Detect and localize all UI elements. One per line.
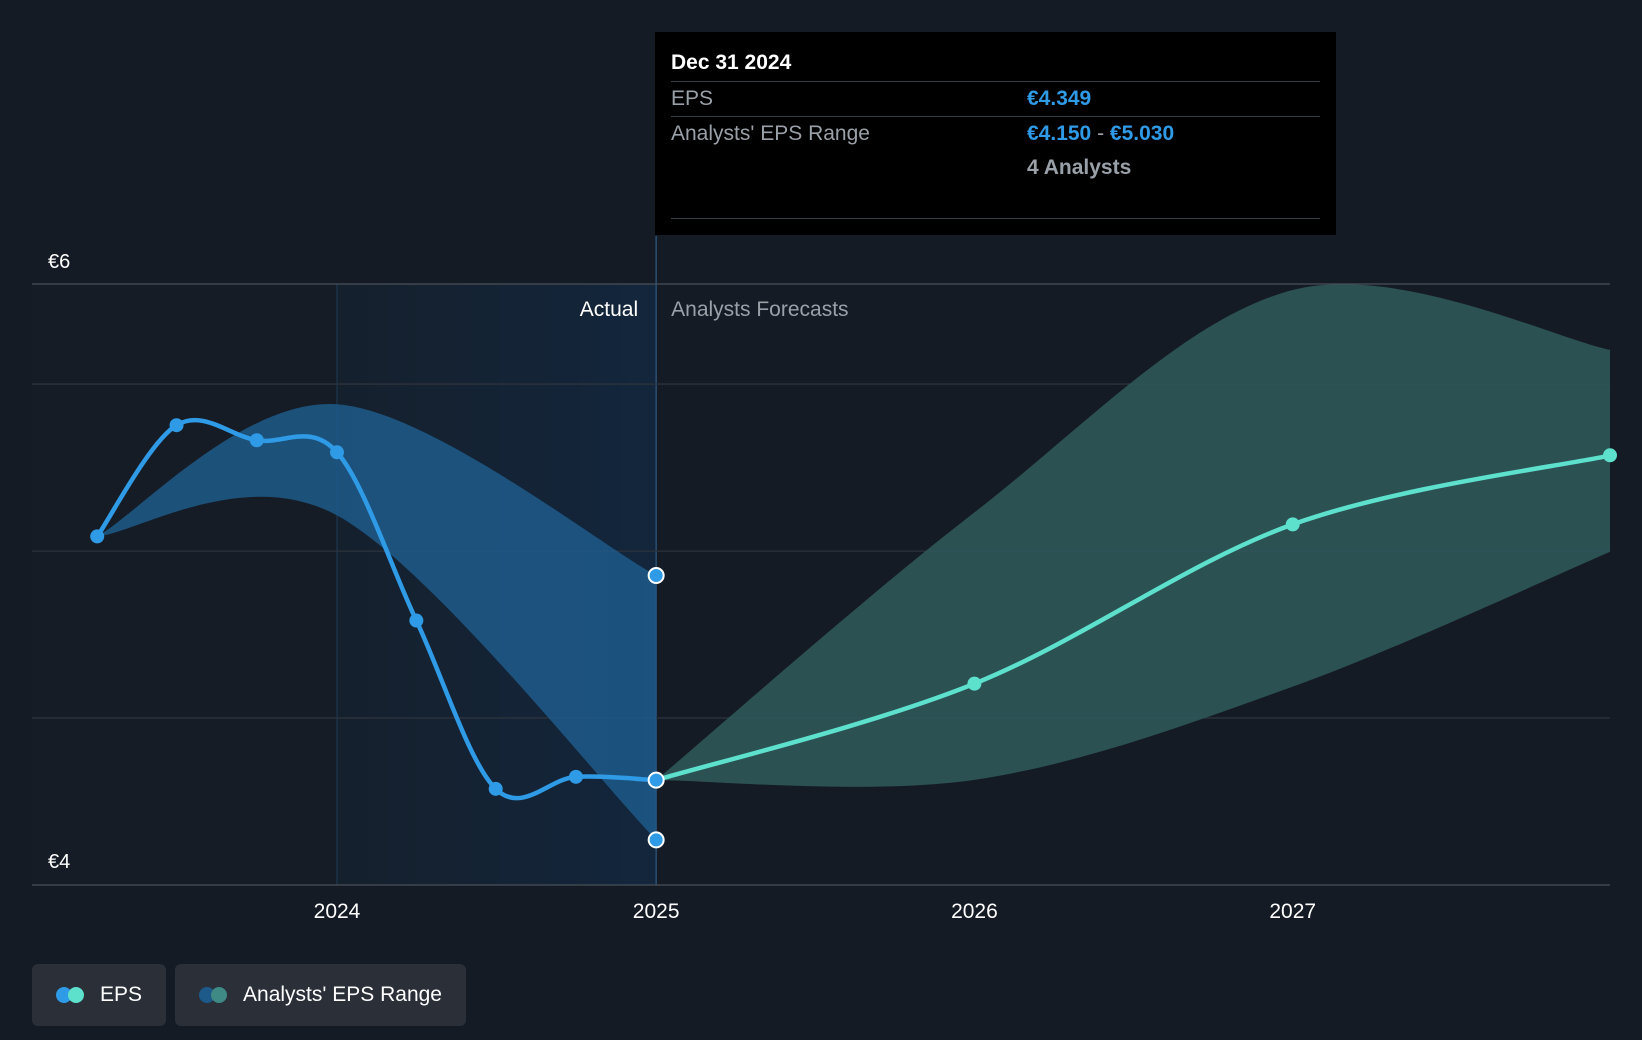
range-high-point xyxy=(647,566,665,584)
legend-eps-label: EPS xyxy=(100,983,143,1006)
range-legend-icon xyxy=(199,987,229,1003)
tooltip-eps-label: EPS xyxy=(671,87,714,110)
pre-period-region xyxy=(32,284,337,885)
eps-point xyxy=(568,769,583,784)
eps-point xyxy=(169,418,184,433)
x-tick-label: 2026 xyxy=(951,900,998,923)
eps-forecast-point xyxy=(1285,517,1300,532)
tooltip-analysts-row: 4 Analysts xyxy=(671,151,1320,185)
x-tick-label: 2024 xyxy=(314,900,361,923)
eps-point xyxy=(249,433,264,448)
legend-range-label: Analysts' EPS Range xyxy=(243,983,442,1006)
tooltip-eps-row: EPS €4.349 xyxy=(671,82,1320,117)
range-low-point xyxy=(647,831,665,849)
eps-forecast-point xyxy=(967,676,982,691)
eps-range-band-forecast xyxy=(656,284,1610,787)
tooltip-range-values: €4.150 - €5.030 xyxy=(1027,117,1174,151)
tooltip-range-label: Analysts' EPS Range xyxy=(671,122,870,145)
x-tick-label: 2027 xyxy=(1269,900,1316,923)
tooltip-range-low: €4.150 xyxy=(1027,122,1092,145)
eps-point xyxy=(409,613,424,628)
tooltip-range-row: Analysts' EPS Range €4.150 - €5.030 xyxy=(671,117,1320,151)
tooltip-date: Dec 31 2024 xyxy=(671,48,1320,82)
x-tick-label: 2025 xyxy=(633,900,680,923)
eps-line xyxy=(95,417,657,801)
legend: EPS Analysts' EPS Range xyxy=(32,964,475,1026)
tooltip-range-separator: - xyxy=(1097,122,1105,145)
actual-region-label: Actual xyxy=(580,298,638,321)
tooltip-range-high: €5.030 xyxy=(1109,122,1175,145)
tooltip-analysts-spacer xyxy=(671,151,1027,185)
tooltip-analysts: 4 Analysts xyxy=(1027,156,1132,179)
eps-range-band-past xyxy=(97,403,657,840)
legend-item-eps[interactable]: EPS xyxy=(32,964,167,1026)
forecast-region-label: Analysts Forecasts xyxy=(671,298,848,321)
y-tick-label: €6 xyxy=(48,251,70,273)
tooltip-divider xyxy=(671,218,1320,219)
eps-point xyxy=(90,529,105,544)
eps-current-point xyxy=(647,771,665,789)
legend-item-range[interactable]: Analysts' EPS Range xyxy=(175,964,466,1026)
tooltip: Dec 31 2024 EPS €4.349 Analysts' EPS Ran… xyxy=(655,32,1336,235)
eps-forecast-point xyxy=(1603,448,1617,463)
eps-point xyxy=(330,445,344,460)
eps-point xyxy=(488,781,503,796)
y-tick-label: €4 xyxy=(48,851,70,873)
eps-forecast-line xyxy=(655,453,1610,783)
tooltip-eps-value: €4.349 xyxy=(1027,87,1092,110)
eps-legend-icon xyxy=(56,987,86,1003)
